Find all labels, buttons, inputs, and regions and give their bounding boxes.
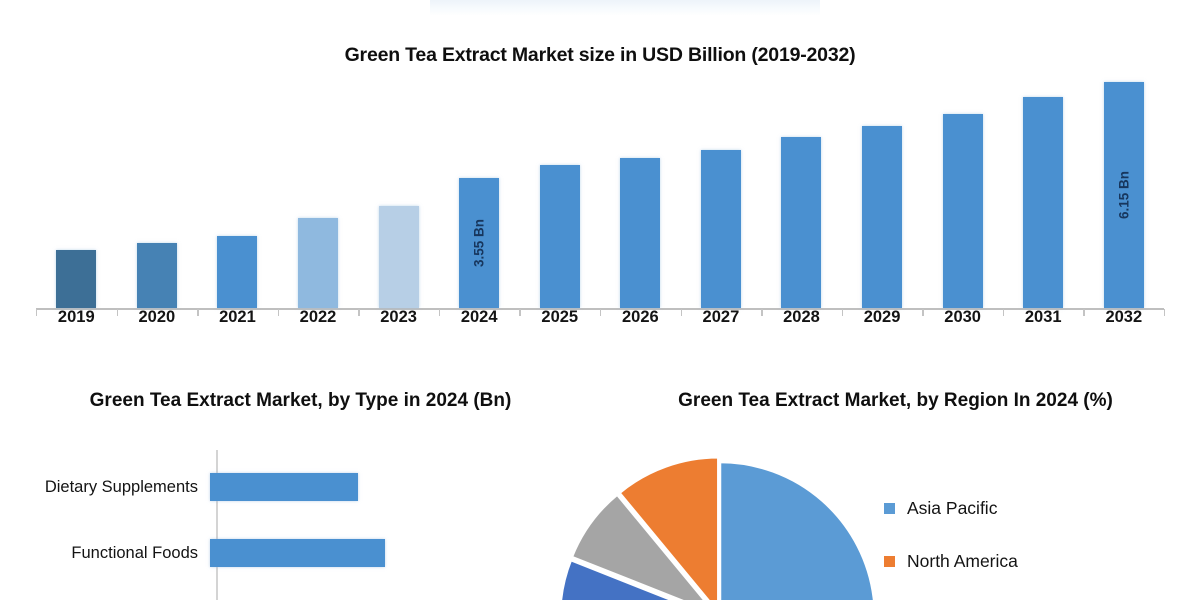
x-axis-tick (36, 309, 38, 316)
x-axis-tick (438, 309, 441, 316)
x-label-2024: 2024 (460, 308, 498, 326)
x-label-2026: 2026 (621, 308, 659, 326)
pie-svg (559, 456, 876, 600)
bar-cell: 6.15 Bn (1084, 58, 1165, 309)
x-axis-tick (600, 309, 602, 316)
bar-cell (117, 58, 198, 309)
bar-2026 (620, 157, 661, 309)
x-label-2031: 2031 (1024, 308, 1062, 326)
bar-cell (681, 58, 762, 309)
bar-2025 (539, 165, 580, 309)
x-axis-tick (197, 309, 199, 316)
type-bar-row: Dietary Supplements (0, 464, 600, 510)
main-chart-plot-area: 3.55 Bn 6.15 Bn 2019 2020 2021 2022 2023 2024 2… (36, 18, 1166, 328)
type-bar-label-1: Functional Foods (71, 543, 198, 562)
legend-item-north-america: North America (884, 551, 1184, 572)
type-chart-value-axis (216, 450, 218, 600)
x-axis-tick (519, 309, 521, 316)
x-axis-tick (922, 309, 924, 316)
x-axis-tick (116, 309, 118, 316)
bar-2021 (217, 235, 258, 309)
market-by-type-chart: Green Tea Extract Market, by Type in 202… (0, 380, 600, 600)
x-label-2023: 2023 (380, 308, 417, 326)
bar-value-label-2024: 3.55 Bn (471, 219, 487, 268)
x-axis-ticks (36, 309, 1166, 316)
type-bar-label-0: Dietary Supplements (44, 477, 198, 496)
region-chart-title: Green Tea Extract Market, by Region In 2… (678, 390, 1113, 411)
bar-cell (600, 58, 681, 309)
bar-2031 (1023, 97, 1064, 309)
x-label-2019: 2019 (57, 308, 95, 326)
bar-2019 (56, 250, 97, 309)
market-size-bar-chart: Green Tea Extract Market size in USD Bil… (0, 18, 1200, 348)
x-label-2029: 2029 (863, 308, 901, 326)
type-chart-title: Green Tea Extract Market, by Type in 202… (89, 390, 512, 411)
bar-2020 (136, 242, 177, 309)
x-label-2022: 2022 (299, 308, 337, 326)
pie-slice-south-america (570, 492, 706, 600)
bar-2030 (942, 113, 983, 309)
pie-slice-middle-east-and-africa (617, 456, 720, 600)
x-label-2030: 2030 (944, 308, 981, 326)
clipped-banner-strip (430, 0, 820, 16)
legend-swatch-icon (884, 556, 895, 567)
pie-slice-europe (559, 558, 676, 600)
bar-cell (842, 58, 923, 309)
bar-cell: 3.55 Bn (439, 58, 520, 309)
bar-value-label-2032: 6.15 Bn (1116, 171, 1132, 220)
bar-cell (519, 58, 600, 309)
type-bar-row: Functional Foods (0, 530, 600, 576)
type-bar-1 (210, 539, 385, 567)
x-axis-tick (1164, 309, 1166, 316)
x-axis-tick (761, 309, 763, 316)
legend-swatch-icon (884, 503, 895, 514)
bar-cell (36, 58, 117, 309)
pie-slice-asia-pacific (718, 460, 876, 600)
bar-2029 (862, 126, 903, 309)
x-label-2021: 2021 (219, 308, 256, 326)
x-label-2028: 2028 (783, 308, 820, 326)
bar-2032: 6.15 Bn (1103, 82, 1144, 309)
legend-label: North America (907, 551, 1018, 571)
x-axis-tick (277, 309, 280, 316)
bar-cell (761, 58, 842, 309)
main-chart-title: Green Tea Extract Market size in USD Bil… (344, 44, 856, 66)
type-bar-0 (210, 473, 359, 501)
bar-cell (197, 58, 278, 309)
bar-series: 3.55 Bn 6.15 Bn (36, 58, 1165, 309)
x-axis-tick (680, 309, 682, 316)
bar-2023 (378, 206, 419, 309)
legend-item-asia-pacific: Asia Pacific (884, 498, 1184, 519)
bar-2027 (700, 150, 741, 309)
x-label-2032: 2032 (1105, 308, 1143, 326)
bar-2028 (781, 137, 822, 309)
legend-label: Asia Pacific (907, 498, 998, 518)
bar-cell (358, 58, 439, 309)
region-legend: Asia Pacific North America (884, 498, 1184, 600)
market-by-region-chart: Green Tea Extract Market, by Region In 2… (559, 380, 1200, 600)
bar-cell (278, 58, 359, 309)
type-chart-plot-area: Dietary Supplements Functional Foods (0, 450, 600, 600)
x-axis-labels: 2019 2020 2021 2022 2023 2024 2025 2026 2027 2028… (36, 308, 1164, 338)
x-label-2020: 2020 (138, 308, 176, 326)
x-label-2027: 2027 (702, 308, 740, 326)
bar-2022 (298, 218, 339, 309)
x-axis-tick (841, 309, 844, 316)
bar-cell (922, 58, 1003, 309)
x-axis-tick (1002, 309, 1005, 316)
bar-2024: 3.55 Bn (459, 177, 500, 309)
x-axis-tick (1083, 309, 1085, 316)
x-label-2025: 2025 (541, 308, 579, 326)
region-pie (555, 452, 885, 600)
bar-cell (1003, 58, 1084, 309)
x-axis-tick (358, 309, 360, 316)
